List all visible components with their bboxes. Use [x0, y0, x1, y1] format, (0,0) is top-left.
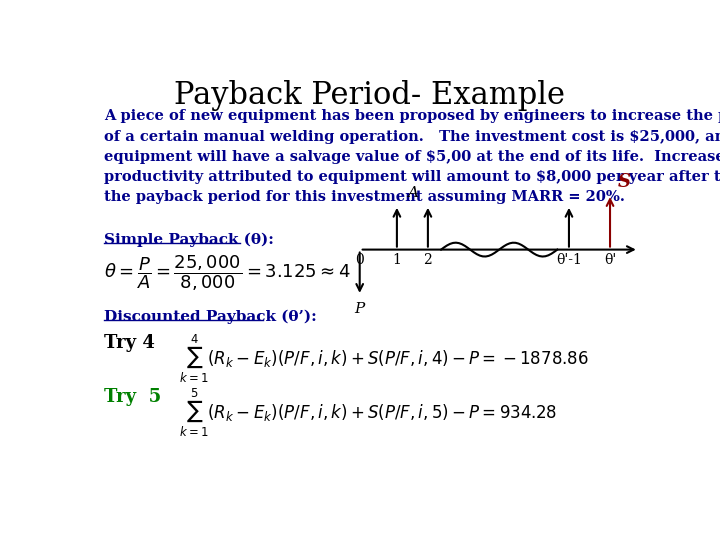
Text: Try  5: Try 5: [104, 388, 161, 406]
Text: 0: 0: [356, 253, 364, 267]
Text: 2: 2: [423, 253, 432, 267]
Text: $\sum_{k=1}^{4}(R_k - E_k)(P/F,i,k)+S(P/F,i,4)-P=-1878.86$: $\sum_{k=1}^{4}(R_k - E_k)(P/F,i,k)+S(P/…: [179, 333, 589, 385]
Text: Try 4: Try 4: [104, 334, 155, 352]
Text: A: A: [407, 186, 418, 200]
Text: θ'-1: θ'-1: [556, 253, 582, 267]
Text: S: S: [618, 173, 631, 191]
Text: 1: 1: [392, 253, 401, 267]
Text: $\sum_{k=1}^{5}(R_k - E_k)(P/F,i,k)+S(P/F,i,5)-P=934.28$: $\sum_{k=1}^{5}(R_k - E_k)(P/F,i,k)+S(P/…: [179, 387, 557, 439]
Text: Payback Period- Example: Payback Period- Example: [174, 80, 564, 111]
Text: Simple Payback (θ):: Simple Payback (θ):: [104, 233, 274, 247]
Text: $\theta = \dfrac{P}{A} = \dfrac{25,000}{8,000} = 3.125 \approx 4$: $\theta = \dfrac{P}{A} = \dfrac{25,000}{…: [104, 253, 351, 293]
Text: Discounted Payback (θ’):: Discounted Payback (θ’):: [104, 309, 317, 324]
Text: A piece of new equipment has been proposed by engineers to increase the producti: A piece of new equipment has been propos…: [104, 110, 720, 204]
Text: θ': θ': [604, 253, 616, 267]
Text: P: P: [354, 302, 365, 316]
